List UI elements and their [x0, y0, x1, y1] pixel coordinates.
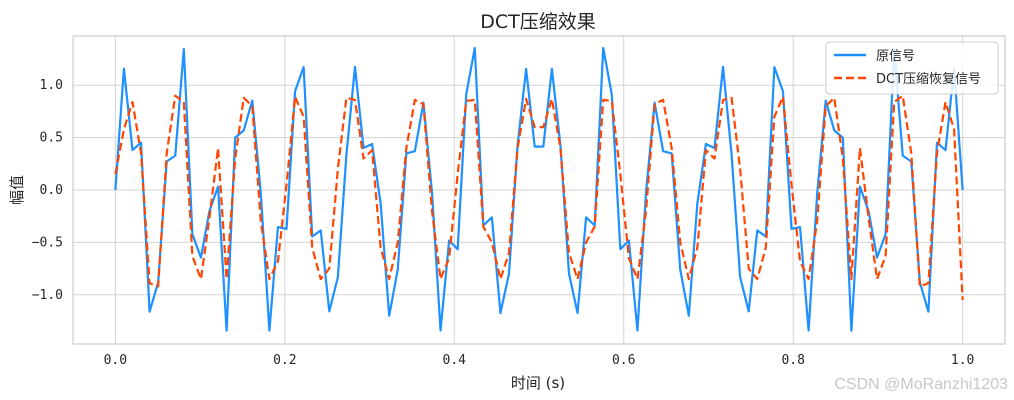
y-tick-labels: −1.0 −0.5 0.0 0.5 1.0: [32, 78, 63, 303]
x-tick-label: 0.0: [104, 353, 127, 368]
watermark: CSDN @MoRanzhi1203: [834, 376, 1008, 393]
y-tick-label: −1.0: [32, 288, 63, 303]
x-tick-label: 0.8: [781, 353, 804, 368]
legend-label-reconstructed: DCT压缩恢复信号: [876, 71, 981, 87]
x-tick-labels: 0.0 0.2 0.4 0.6 0.8 1.0: [104, 353, 975, 368]
series-layer: [114, 46, 964, 332]
x-axis-label: 时间 (s): [511, 374, 565, 392]
x-tick-label: 1.0: [951, 353, 974, 368]
x-tick-label: 0.6: [612, 353, 635, 368]
legend-label-original: 原信号: [876, 49, 915, 64]
x-tick-label: 0.4: [443, 353, 467, 368]
y-tick-label: 1.0: [40, 78, 63, 93]
legend: 原信号 DCT压缩恢复信号: [825, 41, 999, 95]
y-tick-label: −0.5: [32, 235, 63, 250]
y-tick-label: 0.0: [40, 183, 63, 198]
legend-box: [825, 41, 999, 95]
series-line-original: [114, 46, 964, 332]
y-tick-label: 0.5: [40, 131, 63, 146]
chart-title: DCT压缩效果: [480, 11, 596, 33]
series-line-reconstructed: [114, 94, 964, 301]
plot-area-frame: [72, 35, 1006, 345]
x-tick-label: 0.2: [273, 353, 296, 368]
y-axis-label: 幅值: [8, 175, 26, 205]
